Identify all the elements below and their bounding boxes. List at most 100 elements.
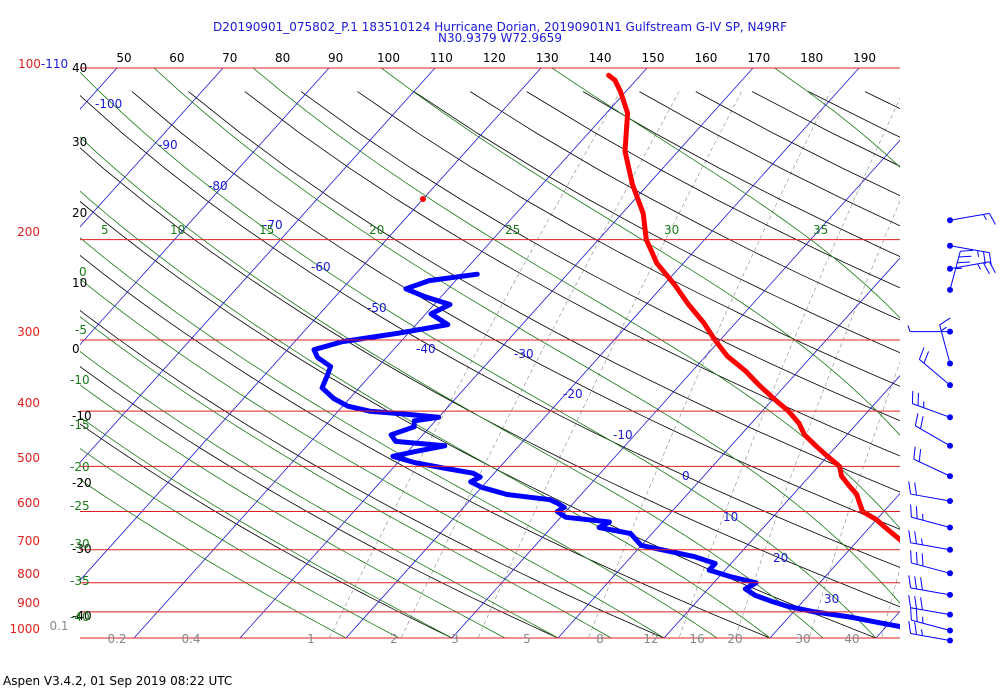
top-tick-label: 150 (642, 51, 665, 65)
dry-adiabat (80, 309, 665, 638)
wind-barb-half-flag (983, 214, 987, 221)
adiabat-label: -40 (70, 610, 90, 624)
mixing-ratio-label: 0.4 (181, 632, 200, 646)
top-tick-label: 50 (116, 51, 131, 65)
isotherm (80, 68, 542, 581)
isotherm-label: -70 (263, 218, 283, 232)
moist-adiabat (153, 68, 900, 604)
pressure-tick-label: 900 (17, 596, 40, 610)
left-tick-label: -40 (72, 609, 92, 623)
top-tick-label: 60 (169, 51, 184, 65)
mixing-ratio-label: 5 (523, 632, 531, 646)
wind-barb-flag (923, 351, 930, 364)
mixing-ratio-label: 12 (643, 632, 658, 646)
wind-barb-half-flag (977, 263, 982, 270)
mixing-ratio-label: 0.1 (49, 619, 68, 633)
wind-barb-shaft (915, 425, 951, 447)
mixing-ratio-label: 1 (307, 632, 315, 646)
dry-adiabat (80, 200, 878, 638)
isotherm (451, 139, 900, 638)
isotherm (557, 257, 900, 638)
wind-barb-shaft (910, 542, 951, 551)
dry-adiabat (300, 91, 900, 422)
moist-adiabat (80, 448, 400, 638)
adiabat-label: 0 (79, 265, 87, 279)
dry-adiabat (357, 91, 900, 387)
isotherm-label: 0 (682, 469, 690, 483)
mixing-ratio-line (734, 200, 900, 638)
dewpoint-trace (311, 271, 900, 630)
dry-adiabat (80, 366, 559, 638)
mixing-ratio-line (400, 91, 680, 638)
chart-title: D20190901_075802_P.1 183510124 Hurricane… (212, 20, 788, 34)
dry-adiabat (413, 91, 900, 354)
dry-adiabat (80, 147, 900, 608)
top-tick-label: 190 (853, 51, 876, 65)
wind-barb-flag (920, 416, 924, 429)
adiabat-label: -20 (70, 460, 90, 474)
chart-subtitle: N30.9379 W72.9659 (438, 31, 562, 45)
top-tick-label: 70 (222, 51, 237, 65)
left-tick-label: 10 (72, 276, 87, 290)
left-tick-label: -30 (72, 542, 92, 556)
left-tick-label: -20 (72, 476, 92, 490)
footer-text: Aspen V3.4.2, 01 Sep 2019 08:22 UTC (3, 674, 233, 688)
wind-barb-shaft (949, 245, 990, 254)
dry-adiabat (752, 91, 900, 167)
moist-adiabat (80, 479, 347, 638)
wind-barb-flag (914, 576, 918, 590)
wind-barb-flag (920, 597, 923, 610)
dry-adiabat (978, 92, 1000, 651)
wind-barb-shaft (910, 633, 951, 641)
moist-adiabat (381, 68, 900, 436)
top-tick-label: 120 (483, 51, 506, 65)
dry-adiabat (582, 91, 900, 257)
wind-barb-shaft (913, 458, 951, 477)
plot-area (80, 68, 1000, 651)
mixing-ratio-line (477, 91, 742, 638)
wind-barb-flag (915, 506, 918, 519)
moist-adiabat (80, 351, 559, 638)
wind-barb-flag (910, 550, 912, 563)
dry-adiabat (526, 91, 900, 289)
moist-adiabat (80, 316, 612, 638)
pressure-tick-label: 500 (17, 451, 40, 465)
wind-barb-shaft (912, 403, 951, 418)
mixing-ratio-label: 30 (795, 632, 810, 646)
dry-adiabat (808, 91, 900, 138)
moist-adiabat (80, 278, 665, 638)
wind-barb-flag (918, 347, 925, 360)
temperature-point (420, 196, 426, 202)
isotherm (80, 68, 224, 228)
wind-barb-flag (988, 213, 996, 225)
adiabat-label: 25 (505, 223, 520, 237)
moist-adiabat (80, 237, 718, 638)
moist-adiabat (551, 68, 900, 319)
isotherm (80, 68, 436, 464)
adiabat-label: 35 (813, 223, 828, 237)
adiabat-label: 10 (170, 223, 185, 237)
wind-barb-flag (921, 553, 924, 567)
mixing-ratio-line (588, 91, 831, 638)
adiabat-label: -25 (70, 499, 90, 513)
pressure-tick-label: 700 (17, 534, 40, 548)
moist-adiabat (80, 190, 771, 638)
isotherm (971, 68, 1000, 650)
dry-adiabat (80, 94, 900, 568)
wind-barb-half-flag (921, 538, 923, 545)
mixing-ratio-line (944, 92, 1000, 651)
isotherm-label: -90 (158, 138, 178, 152)
wind-barb-shaft (911, 619, 951, 631)
mixing-ratio-label: 0.2 (107, 632, 126, 646)
mixing-ratio-line (328, 91, 621, 638)
isotherm-label: -20 (563, 387, 583, 401)
adiabat-label: -5 (75, 323, 87, 337)
moist-adiabat (80, 136, 824, 638)
wind-barb-flag (918, 449, 922, 462)
wind-barb-shaft (911, 516, 951, 529)
wind-barb-half-flag (907, 325, 911, 332)
dry-adiabat (639, 91, 900, 227)
isotherm (663, 375, 900, 638)
isotherm-label: -60 (311, 260, 331, 274)
wind-barb-shaft (910, 587, 951, 596)
